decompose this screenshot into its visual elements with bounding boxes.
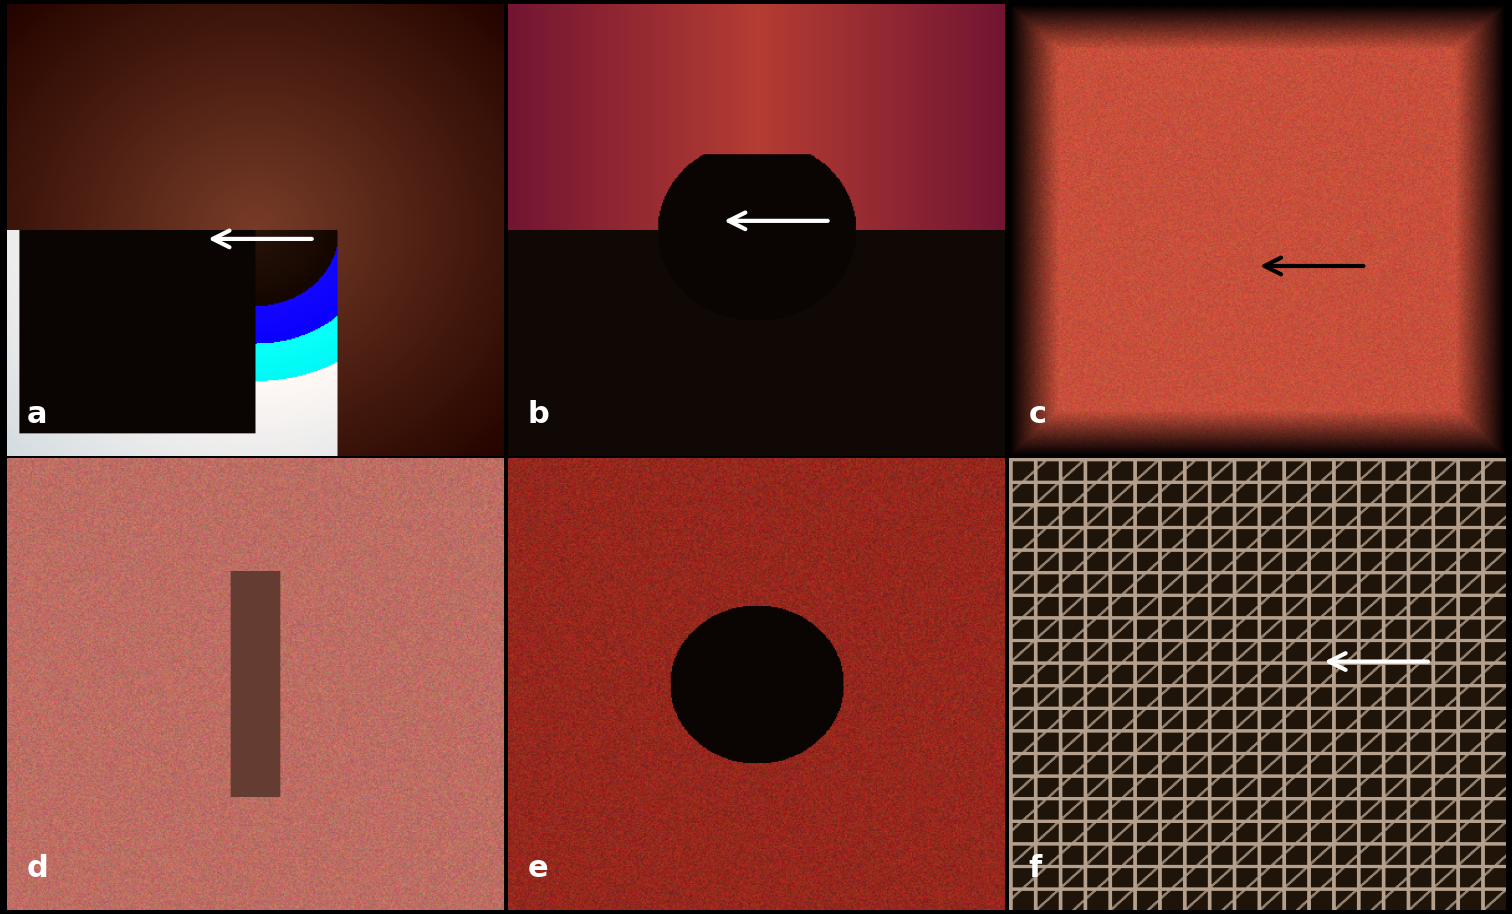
Text: c: c — [1028, 399, 1046, 429]
Text: e: e — [528, 854, 549, 883]
Text: b: b — [528, 399, 549, 429]
Text: d: d — [27, 854, 48, 883]
Text: a: a — [27, 399, 47, 429]
Text: f: f — [1028, 854, 1042, 883]
